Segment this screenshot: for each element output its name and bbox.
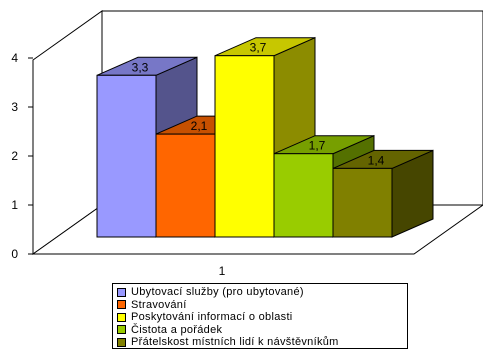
legend-label: Stravování xyxy=(131,298,187,311)
y-tick-label: 1 xyxy=(11,198,18,212)
legend-swatch xyxy=(117,312,126,322)
legend-swatch xyxy=(117,337,126,347)
legend-swatch xyxy=(117,325,126,335)
legend-item: Přátelskost místních lidí k návštěvníkům xyxy=(117,336,407,349)
y-tick-label: 3 xyxy=(11,100,18,114)
data-label-4: 1,7 xyxy=(309,139,326,153)
y-tick-label: 4 xyxy=(11,51,18,65)
legend-label: Ubytovací služby (pro ubytované) xyxy=(131,286,304,299)
x-category-label: 1 xyxy=(219,264,226,278)
bar-front xyxy=(214,55,275,238)
y-tick-label: 0 xyxy=(11,247,18,261)
data-label-5: 1,4 xyxy=(368,153,385,167)
data-labels: 3,3 2,1 3,7 1,7 1,4 xyxy=(132,41,385,168)
chart-area: 0 1 2 3 4 3,3 2,1 3,7 1,7 1,4 1 xyxy=(11,10,483,278)
legend-swatch xyxy=(117,287,126,297)
data-label-2: 2,1 xyxy=(191,119,208,133)
legend-swatch xyxy=(117,300,126,310)
legend-label: Čistota a pořádek xyxy=(131,323,223,336)
data-label-1: 3,3 xyxy=(132,60,149,74)
legend: Ubytovací služby (pro ubytované) Stravová… xyxy=(112,283,408,349)
bar-front xyxy=(273,153,334,238)
legend-label: Přátelskost místních lidí k návštěvníkům xyxy=(131,336,339,349)
bar-5 xyxy=(332,149,434,238)
y-tick-label: 2 xyxy=(11,149,18,163)
bar-front xyxy=(155,133,216,238)
bar-front xyxy=(332,167,393,238)
legend-item: Poskytování informací o oblasti xyxy=(117,311,407,324)
legend-item: Stravování xyxy=(117,299,407,312)
legend-item: Čistota a pořádek xyxy=(117,324,407,337)
bar-front xyxy=(96,74,157,238)
data-label-3: 3,7 xyxy=(250,41,267,55)
bars xyxy=(96,36,434,238)
y-axis-ticks: 0 1 2 3 4 xyxy=(11,51,33,261)
legend-item: Ubytovací služby (pro ubytované) xyxy=(117,286,407,299)
legend-label: Poskytování informací o oblasti xyxy=(131,311,293,324)
bar-3 xyxy=(214,36,316,238)
